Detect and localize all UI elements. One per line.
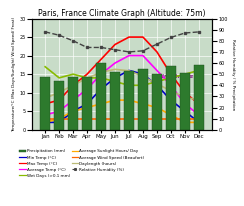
Bar bbox=[54, 81, 64, 130]
Y-axis label: Temperature/°C (Max Days/Sunlight/ Wind Speed/ Frost): Temperature/°C (Max Days/Sunlight/ Wind … bbox=[12, 17, 16, 132]
Bar bbox=[152, 74, 162, 130]
Bar bbox=[166, 66, 176, 130]
Title: Paris, France Climate Graph (Altitude: 75m): Paris, France Climate Graph (Altitude: 7… bbox=[38, 9, 206, 18]
Bar bbox=[110, 72, 120, 130]
Bar bbox=[124, 71, 134, 130]
Bar bbox=[82, 77, 92, 130]
Legend: Precipitation (mm), Min Temp (°C), Max Temp (°C), Average Temp (°C), Wet Days (>: Precipitation (mm), Min Temp (°C), Max T… bbox=[19, 149, 144, 178]
Bar bbox=[193, 65, 204, 130]
Bar bbox=[40, 77, 51, 130]
Text: Climatreps: Climatreps bbox=[156, 74, 194, 79]
Bar bbox=[138, 69, 148, 130]
Bar bbox=[68, 77, 78, 130]
Bar bbox=[96, 63, 106, 130]
Y-axis label: Relative Humidity / % Precipitation: Relative Humidity / % Precipitation bbox=[231, 39, 235, 110]
Bar bbox=[180, 73, 190, 130]
